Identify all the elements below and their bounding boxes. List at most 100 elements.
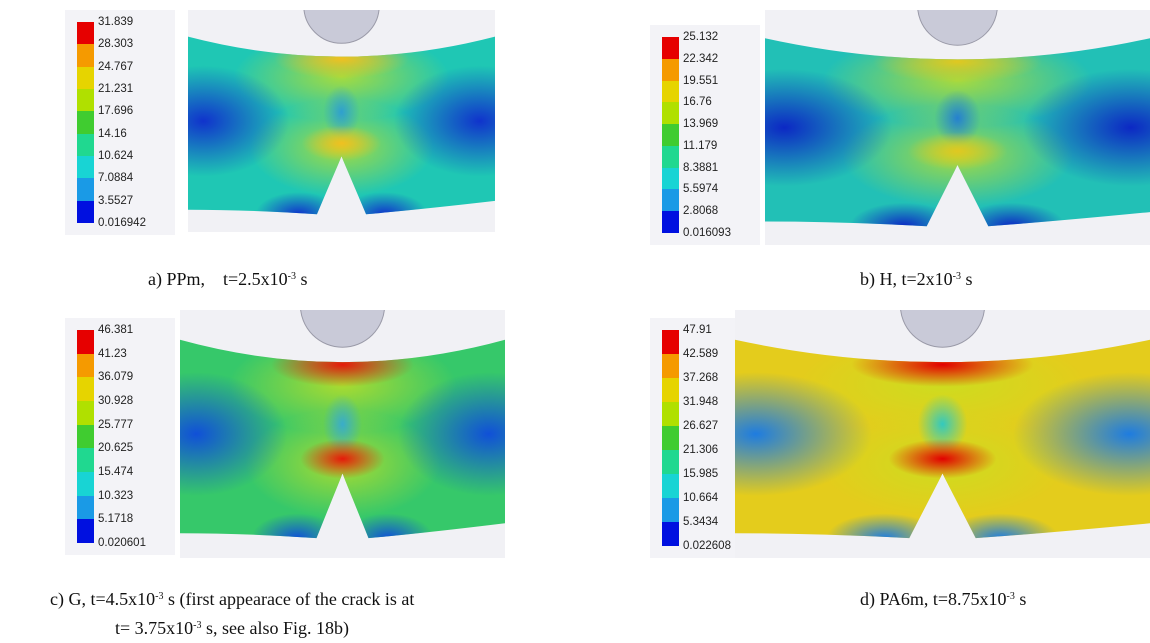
legend-label: 15.985 <box>683 468 719 480</box>
caption-text: c) G, t=4.5x10 <box>50 589 156 609</box>
caption: d) PA6m, t=8.75x10-3 s <box>860 586 1026 610</box>
legend-swatch <box>662 378 679 402</box>
caption-text: t= 3.75x10 <box>115 618 194 638</box>
legend-swatch <box>662 102 679 125</box>
impactor <box>303 10 380 44</box>
legend-swatch <box>77 424 94 449</box>
caption-superscript: -3 <box>952 271 961 282</box>
contour-region <box>735 372 872 496</box>
legend-swatch <box>662 354 679 378</box>
contour-region <box>888 438 997 479</box>
legend-label: 21.231 <box>98 83 134 95</box>
legend-label: 5.5974 <box>683 183 719 196</box>
contour-region <box>341 192 428 215</box>
legend-label: 11.179 <box>683 139 718 152</box>
contour-region <box>323 394 362 454</box>
legend-label: 16.76 <box>683 96 712 109</box>
legend-label: 25.132 <box>683 31 719 43</box>
caption-superscript: -3 <box>155 591 164 602</box>
legend-label: 10.624 <box>98 150 134 162</box>
legend-swatch <box>662 167 679 190</box>
legend-label: 10.323 <box>98 489 134 502</box>
legend-label: 41.23 <box>98 347 127 360</box>
legend-swatch <box>662 402 679 426</box>
legend-label: 25.777 <box>98 418 134 431</box>
contour-field <box>188 36 495 215</box>
legend-swatch <box>662 80 679 103</box>
legend-swatch <box>77 353 94 378</box>
contour-region <box>1013 372 1150 496</box>
contour-region <box>300 438 385 479</box>
legend-swatch <box>77 133 94 156</box>
contour-plot <box>735 310 1150 558</box>
legend-swatch <box>77 22 94 45</box>
color-legend: 46.381 41.23 36.079 30.928 25.777 20.625 15.47… <box>65 318 175 555</box>
legend-swatch <box>77 448 94 472</box>
legend-label: 14.16 <box>98 127 127 140</box>
legend-label: 15.474 <box>98 466 134 478</box>
contour-region <box>301 125 382 161</box>
impactor <box>917 10 998 46</box>
contour-plot <box>188 10 495 232</box>
notch <box>316 473 369 546</box>
legend-label: 31.948 <box>683 396 719 408</box>
notch <box>909 473 976 546</box>
legend-label: 28.303 <box>98 38 134 51</box>
contour-region <box>934 89 981 147</box>
contour-region <box>255 192 342 215</box>
legend-label: 0.016942 <box>98 217 146 229</box>
legend-label: 47.91 <box>683 324 712 336</box>
caption-superscript: -3 <box>1006 591 1015 602</box>
caption-text: s <box>296 269 308 289</box>
contour-region <box>397 372 505 496</box>
notch <box>926 165 989 234</box>
legend-label: 22.342 <box>683 52 719 65</box>
caption: b) H, t=2x10-3 s <box>860 266 973 290</box>
legend-swatch <box>662 124 679 146</box>
legend-label: 26.627 <box>683 420 719 432</box>
legend-label: 7.0884 <box>98 172 134 185</box>
legend-label: 21.306 <box>683 444 719 456</box>
legend-swatch <box>662 498 679 522</box>
legend-label: 8.3881 <box>683 161 719 174</box>
legend-label: 46.381 <box>98 324 134 336</box>
caption-text: s <box>961 269 973 289</box>
legend-label: 5.1718 <box>98 513 134 526</box>
legend-swatch <box>662 58 679 81</box>
legend-swatch <box>662 474 679 498</box>
contour-region <box>1022 68 1150 187</box>
caption-text: s <box>1014 589 1027 609</box>
legend-label: 13.969 <box>683 118 719 131</box>
legend-label: 20.625 <box>98 442 134 455</box>
legend-label: 0.016093 <box>683 227 731 239</box>
legend-label: 24.767 <box>98 60 134 73</box>
contour-region <box>188 65 290 177</box>
legend-label: 19.551 <box>683 74 719 87</box>
legend-swatch <box>77 519 94 543</box>
caption-text: a) PPm, t=2.5x10 <box>148 269 288 289</box>
legend-swatch <box>77 200 94 223</box>
contour-plot <box>180 310 505 558</box>
legend-swatch <box>77 330 94 354</box>
legend-label: 3.5527 <box>98 194 134 207</box>
caption-superscript: -3 <box>193 620 202 631</box>
legend-swatch <box>77 377 94 401</box>
caption-superscript: -3 <box>287 271 297 282</box>
legend-swatch <box>662 211 679 233</box>
legend-swatch <box>77 401 94 425</box>
legend-swatch <box>77 156 94 179</box>
legend-label: 42.589 <box>683 348 719 360</box>
caption: a) PPm, t=2.5x10-3 s <box>148 266 308 290</box>
legend-swatch <box>662 189 679 212</box>
legend-swatch <box>77 66 94 89</box>
legend-swatch <box>662 522 679 546</box>
caption: t= 3.75x10-3 s, see also Fig. 18b) <box>115 615 349 639</box>
legend-label: 17.696 <box>98 105 134 118</box>
legend-label: 0.020601 <box>98 537 146 549</box>
color-legend: 31.839 28.303 24.767 21.231 17.696 14.16 10.62… <box>65 10 175 235</box>
legend-swatch <box>77 111 94 134</box>
legend-swatch <box>662 145 679 168</box>
legend-label: 37.268 <box>683 372 719 384</box>
contour-region <box>765 68 893 187</box>
